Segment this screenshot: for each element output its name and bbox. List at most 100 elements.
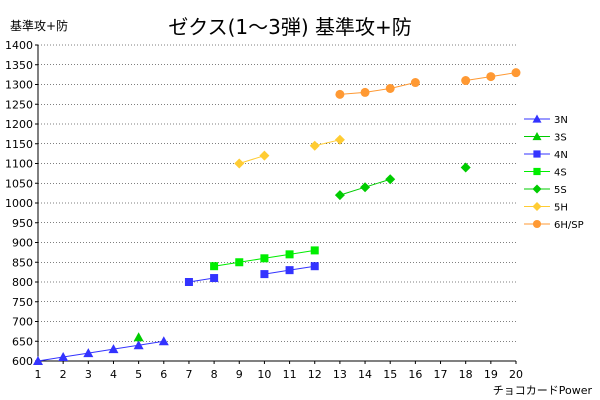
series-5s (334, 162, 471, 201)
grid (38, 44, 516, 342)
data-point (310, 262, 319, 271)
y-tick-label: 1100 (5, 158, 33, 171)
x-tick-label: 19 (484, 368, 498, 381)
data-point (334, 134, 345, 145)
legend-marker (532, 132, 542, 141)
x-tick-label: 11 (283, 368, 297, 381)
data-point (309, 140, 320, 151)
x-tick-label: 20 (509, 368, 523, 381)
x-tick-label: 10 (257, 368, 271, 381)
y-tick-label: 1250 (5, 98, 33, 111)
x-tick-label: 2 (60, 368, 67, 381)
x-tick-label: 1 (35, 368, 42, 381)
x-tick-label: 13 (333, 368, 347, 381)
x-tick-label: 9 (236, 368, 243, 381)
data-point (58, 352, 69, 362)
legend-label: 4S (554, 168, 567, 179)
y-axis-label: 基準攻+防 (10, 18, 68, 33)
data-point (33, 356, 43, 365)
series-3s (133, 332, 144, 342)
data-point (360, 87, 370, 97)
data-point (133, 332, 144, 342)
x-tick-label: 4 (110, 368, 117, 381)
series-6h-sp (335, 68, 521, 99)
y-tick-label: 1050 (5, 177, 33, 190)
legend-label: 5S (554, 185, 567, 196)
data-point (511, 68, 521, 78)
data-point (158, 336, 169, 346)
series-line (188, 277, 215, 283)
data-point (334, 190, 345, 201)
data-point (486, 72, 496, 82)
legend-marker (532, 202, 542, 211)
x-ticks: 1 2 3 4 5 6 7 8 9 10 11 12 13 14 15 16 17 18 19 20 (35, 361, 523, 381)
data-point (385, 174, 396, 185)
legend-marker (532, 114, 542, 123)
x-tick-label: 12 (308, 368, 322, 381)
x-tick-label: 14 (358, 368, 372, 381)
data-point (235, 258, 244, 267)
data-point (259, 150, 270, 161)
y-tick-label: 1400 (5, 39, 33, 52)
series-line (314, 139, 341, 147)
y-tick-label: 1350 (5, 59, 33, 72)
data-point (360, 182, 371, 193)
series-5h (234, 134, 345, 169)
x-tick-label: 6 (160, 368, 167, 381)
axes (37, 45, 516, 362)
y-tick-label: 650 (12, 335, 33, 348)
legend-marker (533, 167, 541, 176)
data-point (234, 158, 245, 169)
legend-marker (532, 184, 542, 194)
data-point (184, 278, 193, 286)
y-tick-label: 600 (12, 355, 33, 368)
series-line (339, 82, 416, 95)
y-tick-label: 750 (12, 296, 33, 309)
series-4s (210, 246, 319, 271)
series-line (37, 340, 164, 362)
legend-marker (533, 150, 541, 158)
legend-label: 4N (554, 150, 568, 161)
x-axis-label: チョコカードPower (493, 384, 593, 397)
x-tick-label: 15 (383, 368, 397, 381)
y-tick-label: 900 (12, 237, 33, 250)
y-tick-label: 1300 (5, 79, 33, 92)
y-tick-label: 1200 (5, 118, 33, 131)
data-point (410, 78, 420, 88)
chart-title: ゼクス(1～3弾) 基準攻+防 (168, 15, 412, 39)
series-line (239, 155, 265, 164)
y-tick-label: 850 (12, 256, 33, 269)
data-point (460, 162, 471, 173)
data-point (385, 83, 395, 93)
x-tick-label: 3 (85, 368, 92, 381)
x-tick-label: 17 (434, 368, 448, 381)
legend: 3N 3S 4N 4S 5S 5H 6H/SP (524, 114, 584, 231)
series-4n (184, 262, 319, 286)
x-tick-label: 5 (135, 368, 142, 381)
y-ticks: 600 650 700 750 800 850 900 950 1000 1050 1100 1150… (5, 39, 38, 368)
data-point (210, 262, 219, 271)
y-tick-label: 800 (12, 276, 33, 289)
data-point (83, 348, 94, 358)
data-point (310, 246, 319, 255)
y-tick-label: 1150 (5, 138, 33, 151)
legend-label: 5H (554, 203, 568, 214)
data-point (335, 89, 345, 99)
data-point (461, 76, 471, 86)
data-point (133, 340, 144, 350)
x-tick-label: 16 (408, 368, 422, 381)
legend-label: 6H/SP (554, 220, 584, 231)
legend-label: 3N (554, 115, 568, 126)
data-point (285, 266, 294, 275)
y-tick-label: 950 (12, 217, 33, 230)
x-tick-label: 18 (459, 368, 473, 381)
data-point (260, 270, 269, 279)
legend-marker (532, 219, 542, 229)
data-point (108, 344, 119, 354)
data-point (210, 274, 219, 283)
legend-label: 3S (554, 133, 567, 144)
data-point (285, 250, 294, 259)
x-tick-label: 8 (211, 368, 218, 381)
x-tick-label: 7 (185, 368, 192, 381)
